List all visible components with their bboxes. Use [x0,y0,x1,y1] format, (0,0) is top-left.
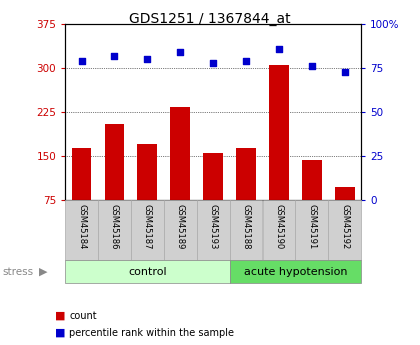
Text: acute hypotension: acute hypotension [244,267,347,277]
Point [341,69,348,75]
Point [111,53,118,59]
Bar [164,200,197,260]
Bar [72,148,92,244]
Bar [197,200,230,260]
Point [78,58,85,64]
Text: ■: ■ [55,311,65,321]
Bar [131,200,164,260]
Text: GSM45186: GSM45186 [110,204,119,250]
Text: count: count [69,311,97,321]
Bar [203,153,223,244]
Text: GSM45192: GSM45192 [340,204,349,249]
Point [243,58,249,64]
Bar [137,144,157,244]
Text: GSM45193: GSM45193 [209,204,218,250]
Bar [236,148,256,244]
Text: percentile rank within the sample: percentile rank within the sample [69,328,234,338]
Text: GSM45190: GSM45190 [274,204,284,249]
Bar [335,187,354,244]
Bar [230,200,262,260]
Point [177,50,184,55]
Bar [295,200,328,260]
Bar [65,200,98,260]
Text: stress: stress [2,267,33,277]
Text: ▶: ▶ [39,267,47,277]
Bar [230,260,361,283]
Bar [98,200,131,260]
Point [144,57,151,62]
Bar [302,160,322,244]
Bar [328,200,361,260]
Text: GSM45191: GSM45191 [307,204,316,249]
Bar [262,200,295,260]
Text: control: control [128,267,167,277]
Bar [269,65,289,244]
Text: GSM45188: GSM45188 [241,204,251,250]
Point [210,60,217,66]
Text: ■: ■ [55,328,65,338]
Text: GDS1251 / 1367844_at: GDS1251 / 1367844_at [129,12,291,26]
Text: GSM45184: GSM45184 [77,204,86,250]
Point [276,46,282,51]
Bar [65,260,230,283]
Text: GSM45187: GSM45187 [143,204,152,250]
Point [308,63,315,69]
Bar [105,124,124,244]
Bar [171,107,190,244]
Text: GSM45189: GSM45189 [176,204,185,250]
